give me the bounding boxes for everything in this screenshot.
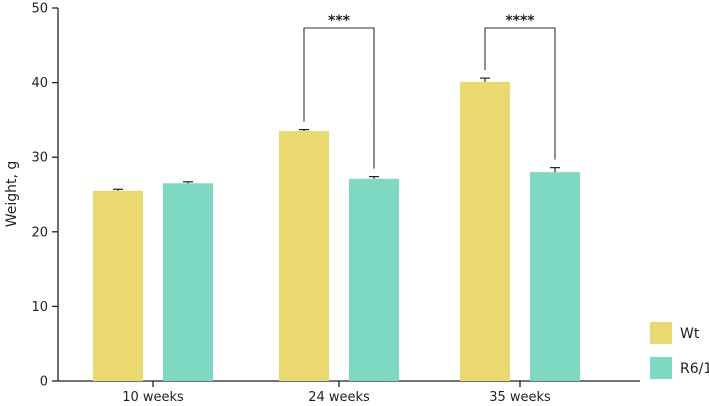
x-tick-label: 10 weeks: [122, 390, 184, 405]
y-axis-label: Weight, g: [4, 161, 20, 228]
bar-wt: [460, 81, 510, 381]
y-tick-label: 40: [31, 76, 48, 91]
legend-swatch: [650, 322, 672, 344]
legend-label: R6/1: [680, 361, 709, 377]
legend-label: Wt: [680, 326, 700, 342]
bar-r61: [530, 172, 580, 381]
y-tick-label: 50: [31, 2, 48, 17]
y-tick-label: 30: [31, 151, 48, 166]
x-tick-label: 24 weeks: [308, 390, 370, 405]
x-tick-label: 35 weeks: [489, 390, 551, 405]
significance-annotations: *** ****: [303, 13, 556, 169]
significance-label: ****: [505, 13, 535, 29]
significance-label: ***: [328, 13, 351, 29]
significance-bracket: [484, 27, 556, 160]
y-tick-label: 0: [40, 375, 48, 390]
legend: Wt R6/1: [650, 322, 709, 379]
bar-wt: [93, 190, 143, 381]
significance-bracket: [303, 27, 375, 169]
y-tick-label: 10: [31, 300, 48, 315]
legend-swatch: [650, 357, 672, 379]
bar-r61: [349, 178, 399, 381]
bar-r61: [163, 183, 213, 381]
bars: [93, 77, 580, 381]
bar-wt: [279, 131, 329, 381]
y-tick-label: 20: [31, 225, 48, 240]
